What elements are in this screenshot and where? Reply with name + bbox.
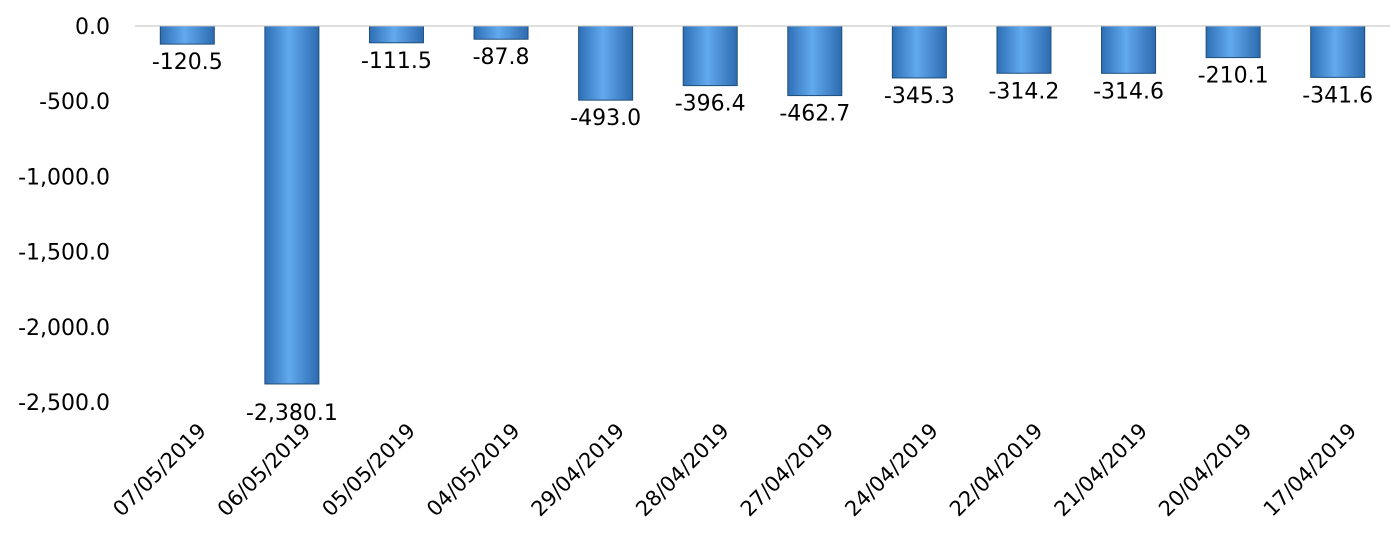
data-label: -493.0: [570, 106, 641, 131]
data-label: -210.1: [1198, 64, 1269, 89]
data-label: -341.6: [1302, 83, 1373, 108]
data-label: -462.7: [779, 102, 850, 127]
x-axis-tick-labels: 07/05/2019 06/05/2019 05/05/2019 04/05/2019…: [108, 419, 1361, 522]
data-label: -345.3: [884, 84, 955, 109]
x-tick-label: 05/05/2019: [317, 419, 420, 522]
x-tick-label: 20/04/2019: [1154, 419, 1257, 522]
data-label: -396.4: [675, 92, 746, 117]
data-label: -314.6: [1093, 79, 1164, 104]
y-tick-label: -1,500.0: [18, 241, 110, 266]
y-tick-label: -1,000.0: [18, 165, 110, 190]
bar: [1101, 25, 1157, 74]
data-label: -2,380.1: [246, 401, 338, 426]
x-tick-label: 21/04/2019: [1050, 419, 1153, 522]
bar: [264, 25, 320, 385]
bar: [891, 25, 947, 79]
bars-layer: [159, 25, 1366, 385]
x-tick-label: 27/04/2019: [736, 419, 839, 522]
y-tick-label: -2,500.0: [18, 391, 110, 416]
data-label: -87.8: [473, 45, 530, 70]
data-label: -111.5: [361, 49, 432, 74]
y-axis-tick-labels: 0.0 -500.0 -1,000.0 -1,500.0 -2,000.0 -2,500.…: [18, 15, 110, 416]
bar: [578, 25, 634, 101]
y-tick-label: 0.0: [75, 15, 110, 40]
x-tick-label: 22/04/2019: [945, 419, 1048, 522]
y-tick-label: -2,000.0: [18, 316, 110, 341]
bar: [1205, 25, 1261, 59]
y-tick-label: -500.0: [39, 90, 110, 115]
x-tick-label: 28/04/2019: [631, 419, 734, 522]
x-tick-label: 17/04/2019: [1259, 419, 1362, 522]
x-tick-label: 06/05/2019: [213, 419, 316, 522]
data-labels: -120.5 -2,380.1 -111.5 -87.8 -493.0 -396.4 -46…: [152, 45, 1373, 426]
bar: [159, 25, 215, 45]
x-tick-label: 04/05/2019: [422, 419, 525, 522]
data-label: -120.5: [152, 50, 223, 75]
bar: [996, 25, 1052, 74]
x-tick-label: 29/04/2019: [527, 419, 630, 522]
bar: [368, 25, 424, 44]
data-label: -314.2: [988, 79, 1059, 104]
bar: [682, 25, 738, 87]
bar: [787, 25, 843, 97]
bar: [473, 25, 529, 40]
bar: [1310, 25, 1366, 78]
x-tick-label: 07/05/2019: [108, 419, 211, 522]
x-tick-label: 24/04/2019: [840, 419, 943, 522]
